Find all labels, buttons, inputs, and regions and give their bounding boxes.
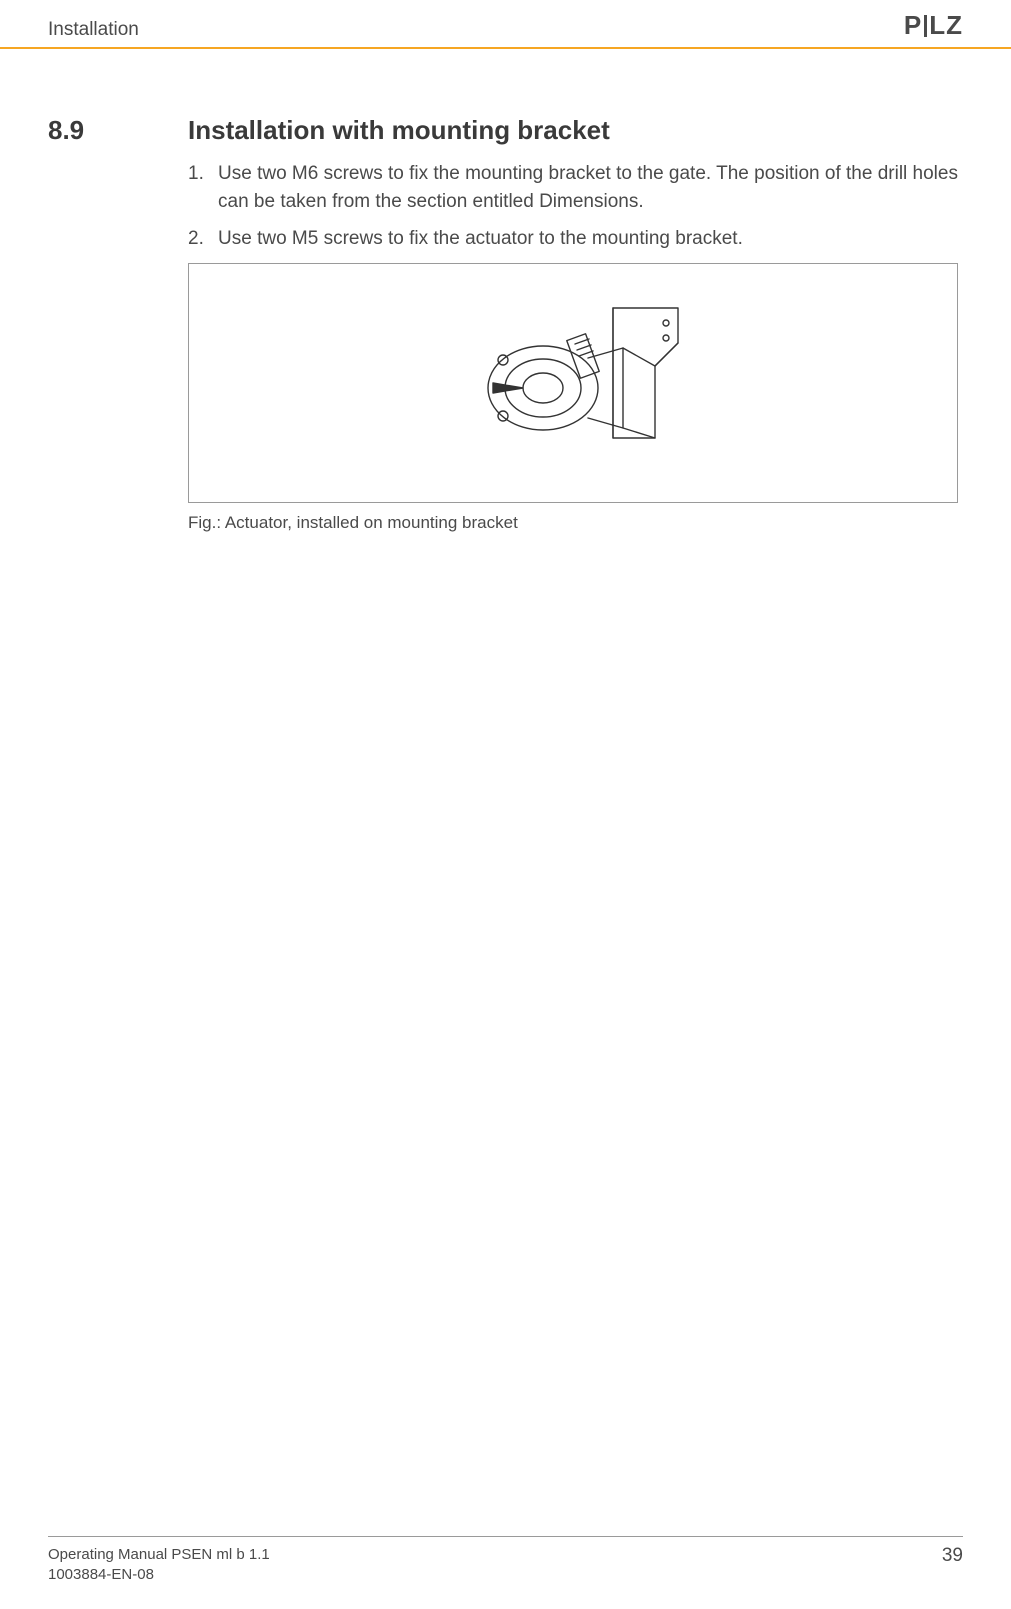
content-area: 8.9 Installation with mounting bracket 1… (48, 115, 963, 533)
step-item: 2. Use two M5 screws to fix the actuator… (188, 225, 963, 253)
header-title: Installation (48, 19, 139, 41)
step-number: 2. (188, 225, 218, 253)
step-number: 1. (188, 160, 218, 215)
logo-divider-icon (924, 15, 927, 37)
footer-left: Operating Manual PSEN ml b 1.1 1003884-E… (48, 1545, 270, 1586)
section-number: 8.9 (48, 115, 188, 146)
section-body: 1. Use two M6 screws to fix the mounting… (188, 160, 963, 533)
section-title: Installation with mounting bracket (188, 115, 610, 146)
step-item: 1. Use two M6 screws to fix the mounting… (188, 160, 963, 215)
page-header: Installation PLZ (0, 0, 1011, 49)
page-number: 39 (942, 1545, 963, 1567)
figure-box (188, 263, 958, 503)
page: Installation PLZ 8.9 Installation with m… (0, 0, 1011, 1609)
page-footer: Operating Manual PSEN ml b 1.1 1003884-E… (48, 1536, 963, 1586)
step-text: Use two M5 screws to fix the actuator to… (218, 225, 963, 253)
step-text: Use two M6 screws to fix the mounting br… (218, 160, 963, 215)
figure-caption: Fig.: Actuator, installed on mounting br… (188, 513, 963, 533)
footer-doc-id: 1003884-EN-08 (48, 1565, 270, 1585)
footer-manual-title: Operating Manual PSEN ml b 1.1 (48, 1545, 270, 1565)
brand-logo: PLZ (904, 10, 963, 41)
logo-letter-p: P (904, 10, 922, 41)
actuator-drawing-icon (423, 288, 723, 478)
section-heading-row: 8.9 Installation with mounting bracket (48, 115, 963, 146)
logo-letters-lz: LZ (929, 10, 963, 41)
